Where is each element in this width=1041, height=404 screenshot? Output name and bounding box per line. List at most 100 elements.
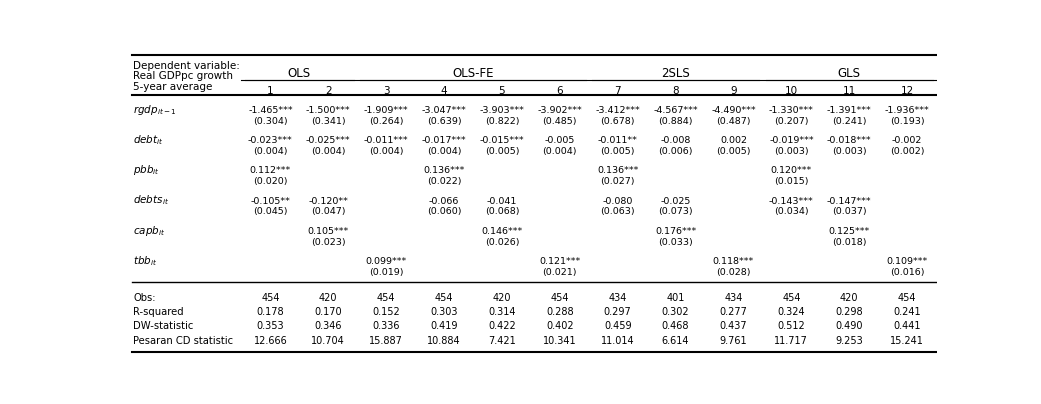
- Text: 0.297: 0.297: [604, 307, 632, 317]
- Text: 9: 9: [730, 86, 737, 97]
- Text: 5: 5: [499, 86, 505, 97]
- Text: 15.241: 15.241: [890, 336, 924, 346]
- Text: (0.005): (0.005): [716, 147, 751, 156]
- Text: 0.136***: 0.136***: [598, 166, 638, 175]
- Text: 0.512: 0.512: [778, 321, 806, 331]
- Text: 0.303: 0.303: [430, 307, 458, 317]
- Text: (0.884): (0.884): [658, 117, 693, 126]
- Text: -0.015***: -0.015***: [480, 136, 525, 145]
- Text: (0.047): (0.047): [311, 207, 346, 217]
- Text: -0.002: -0.002: [892, 136, 922, 145]
- Text: DW-statistic: DW-statistic: [133, 321, 194, 331]
- Text: -0.080: -0.080: [603, 197, 633, 206]
- Text: (0.045): (0.045): [253, 207, 287, 217]
- Text: (0.015): (0.015): [775, 177, 809, 186]
- Text: 0.422: 0.422: [488, 321, 516, 331]
- Text: (0.822): (0.822): [485, 117, 519, 126]
- Text: 434: 434: [725, 292, 742, 303]
- Text: -4.567***: -4.567***: [654, 106, 697, 115]
- Text: 454: 454: [551, 292, 569, 303]
- Text: 3: 3: [383, 86, 389, 97]
- Text: 0.336: 0.336: [373, 321, 400, 331]
- Text: (0.004): (0.004): [542, 147, 577, 156]
- Text: 0.121***: 0.121***: [539, 257, 581, 266]
- Text: (0.020): (0.020): [253, 177, 287, 186]
- Text: (0.004): (0.004): [311, 147, 346, 156]
- Text: 10.704: 10.704: [311, 336, 346, 346]
- Text: 11.717: 11.717: [775, 336, 808, 346]
- Text: 0.136***: 0.136***: [424, 166, 464, 175]
- Text: -1.909***: -1.909***: [364, 106, 408, 115]
- Text: (0.005): (0.005): [485, 147, 519, 156]
- Text: 12: 12: [900, 86, 914, 97]
- Text: 0.176***: 0.176***: [655, 227, 696, 236]
- Text: (0.073): (0.073): [658, 207, 693, 217]
- Text: -1.330***: -1.330***: [769, 106, 814, 115]
- Text: (0.026): (0.026): [485, 238, 519, 246]
- Text: 10.884: 10.884: [427, 336, 461, 346]
- Text: Real GDPpc growth: Real GDPpc growth: [133, 72, 233, 82]
- Text: 0.419: 0.419: [430, 321, 458, 331]
- Text: (0.207): (0.207): [775, 117, 809, 126]
- Text: -0.008: -0.008: [660, 136, 691, 145]
- Text: Pesaran CD statistic: Pesaran CD statistic: [133, 336, 233, 346]
- Text: 11.014: 11.014: [601, 336, 635, 346]
- Text: 11: 11: [842, 86, 856, 97]
- Text: (0.063): (0.063): [601, 207, 635, 217]
- Text: -1.936***: -1.936***: [885, 106, 930, 115]
- Text: 0.152: 0.152: [373, 307, 400, 317]
- Text: 454: 454: [898, 292, 916, 303]
- Text: $tbb_{it}$: $tbb_{it}$: [133, 254, 157, 268]
- Text: 10.341: 10.341: [543, 336, 577, 346]
- Text: 0.099***: 0.099***: [365, 257, 407, 266]
- Text: -0.011***: -0.011***: [364, 136, 408, 145]
- Text: -0.011**: -0.011**: [598, 136, 638, 145]
- Text: (0.033): (0.033): [658, 238, 693, 246]
- Text: 0.241: 0.241: [893, 307, 921, 317]
- Text: 6.614: 6.614: [662, 336, 689, 346]
- Text: R-squared: R-squared: [133, 307, 184, 317]
- Text: 15.887: 15.887: [370, 336, 403, 346]
- Text: (0.003): (0.003): [775, 147, 809, 156]
- Text: $debt_{it}$: $debt_{it}$: [133, 133, 164, 147]
- Text: (0.060): (0.060): [427, 207, 461, 217]
- Text: 420: 420: [319, 292, 337, 303]
- Text: 0.346: 0.346: [314, 321, 342, 331]
- Text: 0.441: 0.441: [893, 321, 921, 331]
- Text: 0.112***: 0.112***: [250, 166, 291, 175]
- Text: (0.241): (0.241): [832, 117, 866, 126]
- Text: -4.490***: -4.490***: [711, 106, 756, 115]
- Text: 0.277: 0.277: [719, 307, 747, 317]
- Text: 12.666: 12.666: [254, 336, 287, 346]
- Text: 420: 420: [492, 292, 511, 303]
- Text: (0.019): (0.019): [369, 268, 404, 277]
- Text: -0.018***: -0.018***: [827, 136, 871, 145]
- Text: (0.485): (0.485): [542, 117, 577, 126]
- Text: -1.500***: -1.500***: [306, 106, 351, 115]
- Text: 7: 7: [614, 86, 621, 97]
- Text: (0.034): (0.034): [775, 207, 809, 217]
- Text: 0.298: 0.298: [836, 307, 863, 317]
- Text: (0.068): (0.068): [485, 207, 519, 217]
- Text: -0.105**: -0.105**: [251, 197, 290, 206]
- Text: 0.437: 0.437: [719, 321, 747, 331]
- Text: 0.105***: 0.105***: [308, 227, 349, 236]
- Text: 0.120***: 0.120***: [770, 166, 812, 175]
- Text: (0.037): (0.037): [832, 207, 866, 217]
- Text: 0.490: 0.490: [836, 321, 863, 331]
- Text: (0.487): (0.487): [716, 117, 751, 126]
- Text: 0.314: 0.314: [488, 307, 515, 317]
- Text: $pbb_{it}$: $pbb_{it}$: [133, 163, 160, 177]
- Text: OLS-FE: OLS-FE: [452, 67, 493, 80]
- Text: 454: 454: [377, 292, 396, 303]
- Text: $rgdp_{it-1}$: $rgdp_{it-1}$: [133, 103, 177, 117]
- Text: 0.324: 0.324: [778, 307, 805, 317]
- Text: 0.118***: 0.118***: [713, 257, 754, 266]
- Text: (0.304): (0.304): [253, 117, 287, 126]
- Text: -0.143***: -0.143***: [769, 197, 814, 206]
- Text: -0.066: -0.066: [429, 197, 459, 206]
- Text: 7.421: 7.421: [488, 336, 516, 346]
- Text: 434: 434: [609, 292, 627, 303]
- Text: 0.178: 0.178: [256, 307, 284, 317]
- Text: 454: 454: [261, 292, 280, 303]
